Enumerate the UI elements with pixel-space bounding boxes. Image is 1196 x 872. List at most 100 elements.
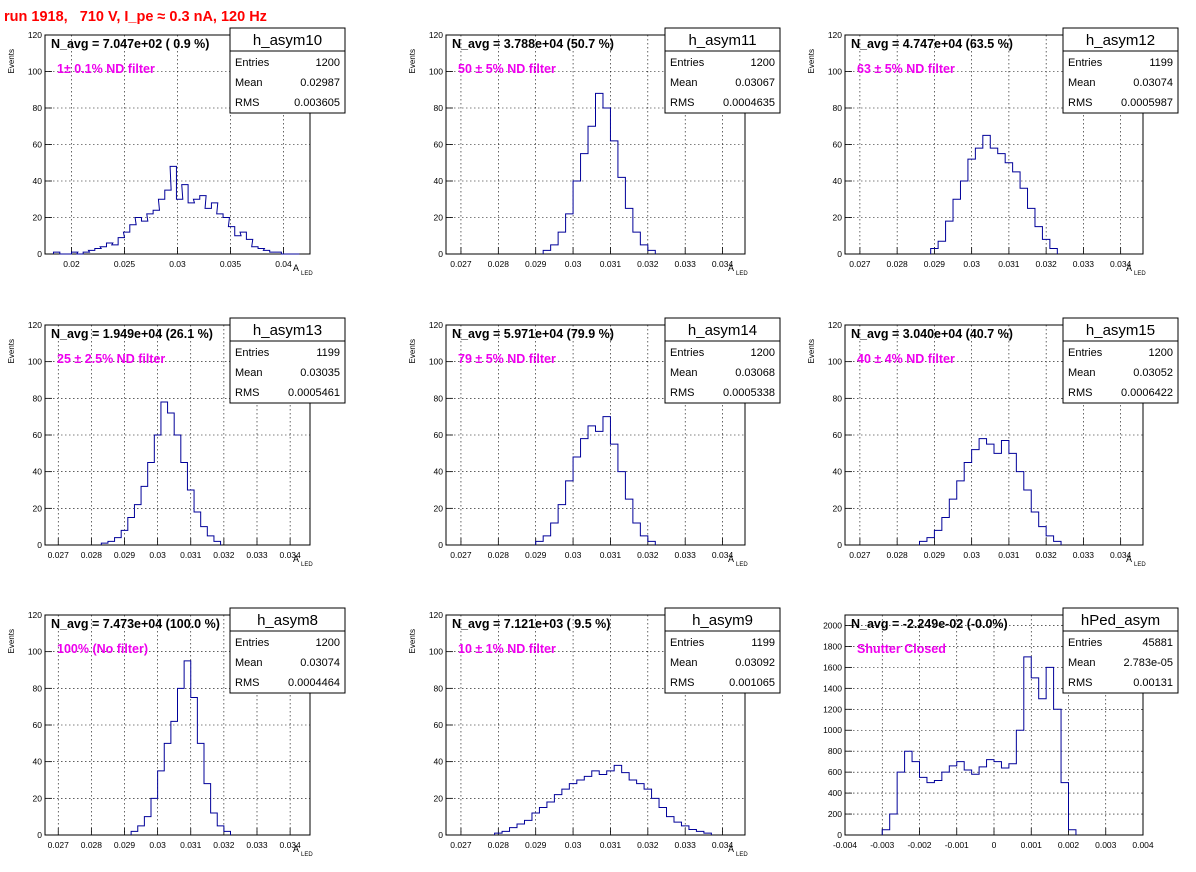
y-axis-label: Events [7, 49, 16, 73]
y-axis-label: Events [408, 339, 417, 363]
stat-name: Mean [235, 367, 263, 379]
x-tick-label: 0.028 [488, 840, 510, 850]
histogram-panel-h_asym11: 0.027 0.028 0.029 0.03 0.031 0.032 0.033 0.034 0… [408, 27, 781, 277]
x-tick-label: 0.03 [565, 550, 582, 560]
x-tick-label: 0.033 [246, 550, 268, 560]
x-tick-label: 0.033 [675, 840, 697, 850]
y-tick-label: 100 [429, 647, 443, 657]
x-tick-label: 0.034 [712, 840, 734, 850]
y-tick-label: 0 [438, 249, 443, 259]
stat-name: Entries [235, 57, 270, 69]
stat-name: RMS [235, 677, 259, 689]
y-tick-label: 100 [828, 357, 842, 367]
y-tick-label: 20 [33, 213, 43, 223]
x-axis-label: A [728, 554, 734, 564]
x-axis-label-subscript: LED [736, 852, 748, 858]
y-tick-label: 120 [429, 610, 443, 620]
x-tick-label: 0.034 [712, 550, 734, 560]
x-tick-label: 0.032 [637, 259, 659, 269]
x-tick-label: 0.027 [450, 259, 472, 269]
y-tick-label: 60 [33, 430, 43, 440]
x-tick-label: -0.003 [870, 840, 894, 850]
x-tick-label: 0.031 [998, 259, 1020, 269]
y-tick-label: 0 [837, 249, 842, 259]
stat-value: 0.03074 [1133, 77, 1173, 89]
histogram-panel-h_asym15: 0.027 0.028 0.029 0.03 0.031 0.032 0.033 0.034 0… [807, 317, 1179, 568]
stats-box [229, 50, 346, 114]
y-tick-label: 0 [438, 830, 443, 840]
x-tick-label: 0.003 [1095, 840, 1117, 850]
stat-value: 0.0004635 [723, 97, 775, 109]
y-tick-label: 0 [37, 830, 42, 840]
y-tick-label: 0 [438, 540, 443, 550]
filter-label: 25 ± 2.5% ND filter [57, 352, 165, 366]
y-tick-label: 400 [828, 788, 842, 798]
stat-name: Entries [1068, 57, 1103, 69]
x-tick-label: 0.032 [637, 550, 659, 560]
navg-label: N_avg = 7.047e+02 ( 0.9 %) [51, 37, 209, 51]
y-tick-label: 80 [833, 393, 843, 403]
x-tick-label: 0.033 [675, 550, 697, 560]
y-tick-label: 2000 [823, 620, 842, 630]
x-tick-label: 0.033 [1073, 259, 1095, 269]
y-tick-label: 80 [33, 103, 43, 113]
histogram-series [542, 92, 656, 254]
histogram-series [919, 438, 1062, 545]
y-tick-label: 80 [434, 103, 444, 113]
y-tick-label: 60 [33, 140, 43, 150]
y-tick-label: 80 [33, 683, 43, 693]
x-tick-label: -0.002 [907, 840, 931, 850]
y-tick-label: 100 [28, 67, 42, 77]
stat-name: RMS [670, 677, 694, 689]
stat-value: 1199 [1149, 57, 1173, 69]
stat-value: 0.03068 [735, 367, 775, 379]
y-tick-label: 100 [28, 647, 42, 657]
y-tick-label: 0 [837, 830, 842, 840]
x-tick-label: 0.033 [246, 840, 268, 850]
y-axis-label: Events [408, 629, 417, 653]
y-tick-label: 40 [434, 467, 444, 477]
stats-box [664, 340, 781, 404]
histogram-series [535, 416, 656, 545]
histogram-panel-h_asym12: 0.027 0.028 0.029 0.03 0.031 0.032 0.033 0.034 0… [807, 27, 1179, 277]
x-tick-label: 0.027 [849, 259, 871, 269]
stat-name: Mean [1068, 77, 1096, 89]
stat-name: Mean [670, 367, 698, 379]
x-tick-label: 0.027 [450, 550, 472, 560]
y-tick-label: 600 [828, 767, 842, 777]
stat-value: 2.783e-05 [1123, 657, 1173, 669]
navg-label: N_avg = 1.949e+04 (26.1 %) [51, 327, 213, 341]
x-tick-label: 0.027 [48, 550, 70, 560]
page-title: run 1918, 710 V, I_pe ≈ 0.3 nA, 120 Hz [4, 9, 267, 25]
x-tick-label: 0.004 [1132, 840, 1154, 850]
y-tick-label: 60 [33, 720, 43, 730]
stat-name: RMS [235, 387, 259, 399]
x-tick-label: 0.029 [114, 550, 136, 560]
histogram-panel-h_asym13: 0.027 0.028 0.029 0.03 0.031 0.032 0.033 0.034 0… [7, 317, 346, 568]
y-tick-label: 40 [434, 176, 444, 186]
stats-box [229, 630, 346, 694]
x-tick-label: -0.001 [945, 840, 969, 850]
y-tick-label: 120 [429, 320, 443, 330]
x-axis-label-subscript: LED [736, 271, 748, 277]
x-axis-label: A [293, 844, 299, 854]
filter-label: 1± 0.1% ND filter [57, 62, 155, 76]
stat-value: 0.0004464 [288, 677, 340, 689]
navg-label: N_avg = 4.747e+04 (63.5 %) [851, 37, 1013, 51]
stat-value: 1200 [1149, 347, 1173, 359]
x-tick-label: 0 [992, 840, 997, 850]
x-tick-label: 0.028 [887, 550, 909, 560]
y-tick-label: 20 [434, 503, 444, 513]
filter-label: 100% (No filter) [57, 642, 148, 656]
y-tick-label: 60 [434, 140, 444, 150]
x-tick-label: 0.034 [1110, 259, 1132, 269]
stats-title: h_asym14 [688, 322, 757, 339]
y-tick-label: 40 [33, 176, 43, 186]
y-axis-label: Events [807, 49, 816, 73]
stat-value: 0.0005338 [723, 387, 775, 399]
y-tick-label: 20 [434, 793, 444, 803]
x-tick-label: 0.03 [149, 840, 166, 850]
x-tick-label: 0.027 [48, 840, 70, 850]
stat-value: 0.001065 [729, 677, 775, 689]
y-tick-label: 120 [28, 610, 42, 620]
